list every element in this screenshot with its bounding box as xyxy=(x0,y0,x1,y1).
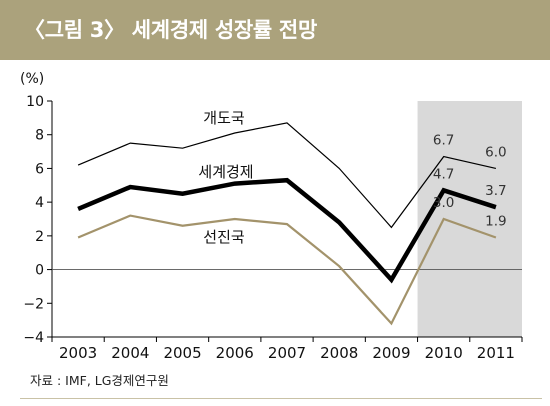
y-tick-label: 10 xyxy=(26,94,44,110)
title-bar: 〈그림 3〉 세계경제 성장률 전망 xyxy=(0,0,550,60)
y-tick-label: 6 xyxy=(35,161,44,177)
advanced-line xyxy=(77,214,497,326)
world-line xyxy=(77,177,497,284)
data-label: 6.7 xyxy=(433,133,454,149)
x-tick-label: 2009 xyxy=(372,344,410,362)
x-tick-label: 2011 xyxy=(477,344,515,362)
y-tick-label: 8 xyxy=(35,128,44,144)
x-tick-label: 2003 xyxy=(59,344,97,362)
data-label: 6.0 xyxy=(485,144,506,160)
series-label: 세계경제 xyxy=(198,163,253,181)
series-label: 개도국 xyxy=(203,109,245,127)
x-tick-label: 2004 xyxy=(111,344,149,362)
series-label: 선진국 xyxy=(203,228,245,246)
chart-title: 〈그림 3〉 세계경제 성장률 전망 xyxy=(24,18,317,42)
y-axis-label: (%) xyxy=(20,71,44,87)
forecast-shade xyxy=(417,101,522,337)
y-tick-label: −4 xyxy=(23,330,44,346)
y-tick-label: 4 xyxy=(35,195,44,211)
y-tick-label: 2 xyxy=(35,229,44,245)
x-tick-label: 2007 xyxy=(268,344,306,362)
y-tick-label: −2 xyxy=(23,296,44,312)
source-note: 자료 : IMF, LG경제연구원 xyxy=(30,373,169,388)
developing-line xyxy=(77,122,497,229)
x-tick-label: 2005 xyxy=(163,344,201,362)
data-label: 3.7 xyxy=(485,183,506,199)
x-tick-label: 2006 xyxy=(216,344,254,362)
data-label: 1.9 xyxy=(485,214,506,230)
bottom-rule xyxy=(20,398,542,399)
data-label: 3.0 xyxy=(433,195,454,211)
x-tick-label: 2010 xyxy=(425,344,463,362)
data-label: 4.7 xyxy=(433,166,454,182)
x-tick-label: 2008 xyxy=(320,344,358,362)
y-tick-label: 0 xyxy=(35,263,44,279)
